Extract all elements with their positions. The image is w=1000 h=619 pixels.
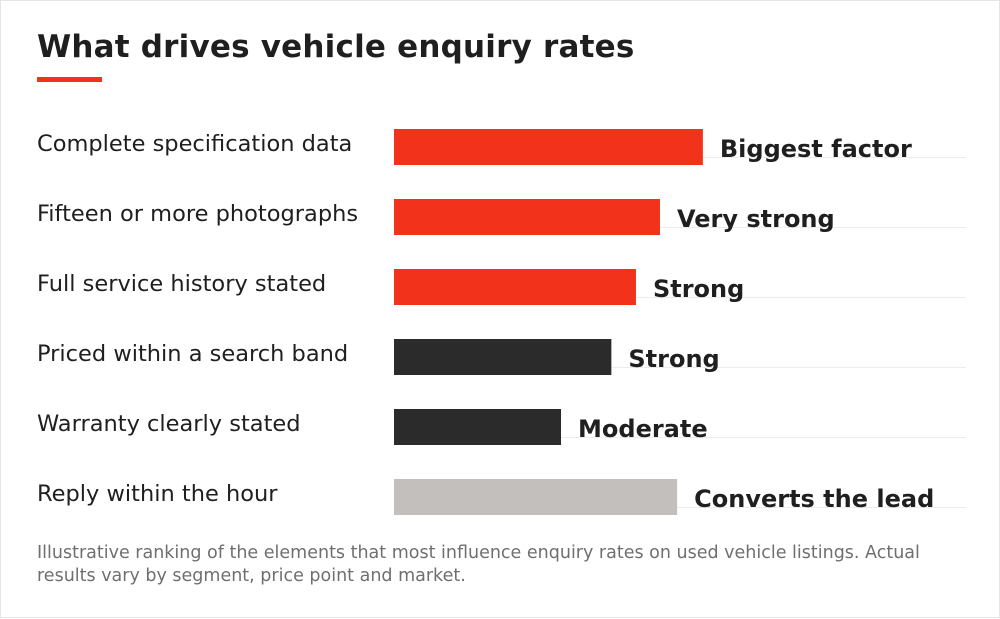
category-label: Full service history stated: [37, 271, 326, 297]
bar: [394, 129, 703, 165]
chart-title: What drives vehicle enquiry rates: [37, 29, 635, 65]
bar: [394, 409, 562, 445]
bar-row: Priced within a search band Strong: [37, 339, 966, 375]
data-label: Strong: [628, 345, 719, 373]
data-label: Converts the lead: [694, 485, 934, 513]
bar: [394, 339, 612, 375]
title-accent-rule: [37, 77, 102, 82]
data-label: Moderate: [578, 415, 708, 443]
category-label: Priced within a search band: [37, 341, 348, 367]
category-label: Warranty clearly stated: [37, 411, 301, 437]
category-label: Reply within the hour: [37, 481, 278, 507]
bar: [394, 199, 660, 235]
data-label: Biggest factor: [720, 135, 912, 163]
category-label: Fifteen or more photographs: [37, 201, 358, 227]
bar-row: Reply within the hour Converts the lead: [37, 479, 966, 515]
bar-row: Full service history stated Strong: [37, 269, 966, 305]
category-label: Complete specification data: [37, 131, 352, 157]
bar: [394, 269, 636, 305]
bar: [394, 479, 678, 515]
bar-row: Fifteen or more photographs Very strong: [37, 199, 966, 235]
data-label: Strong: [653, 275, 744, 303]
data-label: Very strong: [677, 205, 835, 233]
bar-row: Warranty clearly stated Moderate: [37, 409, 966, 445]
bar-row: Complete specification data Biggest facto…: [37, 129, 966, 165]
footnote: Illustrative ranking of the elements tha…: [37, 543, 920, 586]
